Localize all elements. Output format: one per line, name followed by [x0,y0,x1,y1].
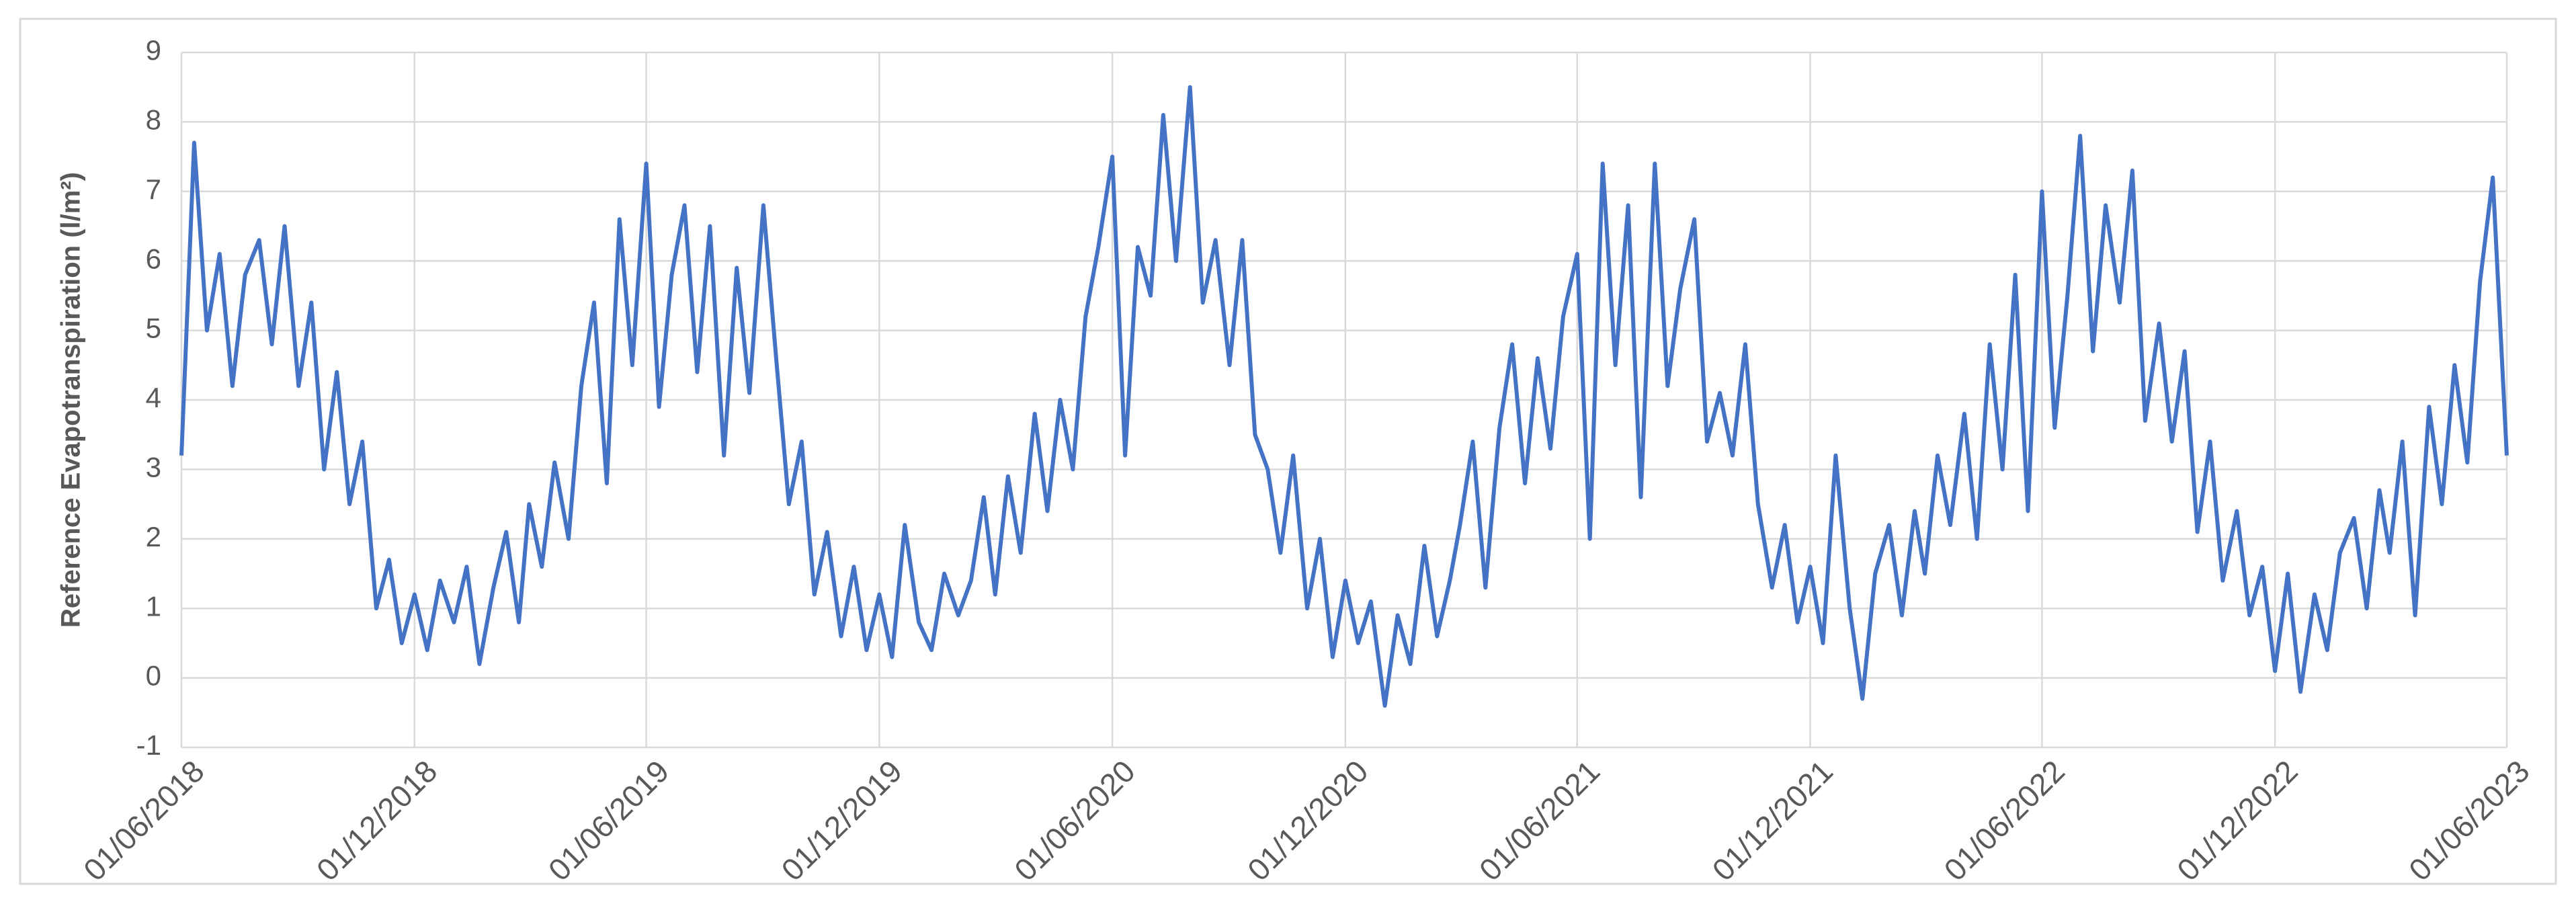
y-tick-label: 9 [146,34,161,66]
y-axis-label: Reference Evapotranspiration (l/m²) [56,172,86,628]
y-tick-label: 7 [146,173,161,205]
y-tick-label: 2 [146,521,161,552]
y-tick-label: 0 [146,660,161,692]
y-tick-label: 8 [146,104,161,135]
y-tick-label: 6 [146,243,161,274]
data-line [179,85,2509,708]
y-tick-label: 5 [146,313,161,344]
y-tick-label: -1 [136,729,161,761]
y-tick-label: 4 [146,382,161,413]
chart-border [19,17,2557,885]
y-tick-label: 1 [146,590,161,622]
y-tick-label: 3 [146,451,161,483]
